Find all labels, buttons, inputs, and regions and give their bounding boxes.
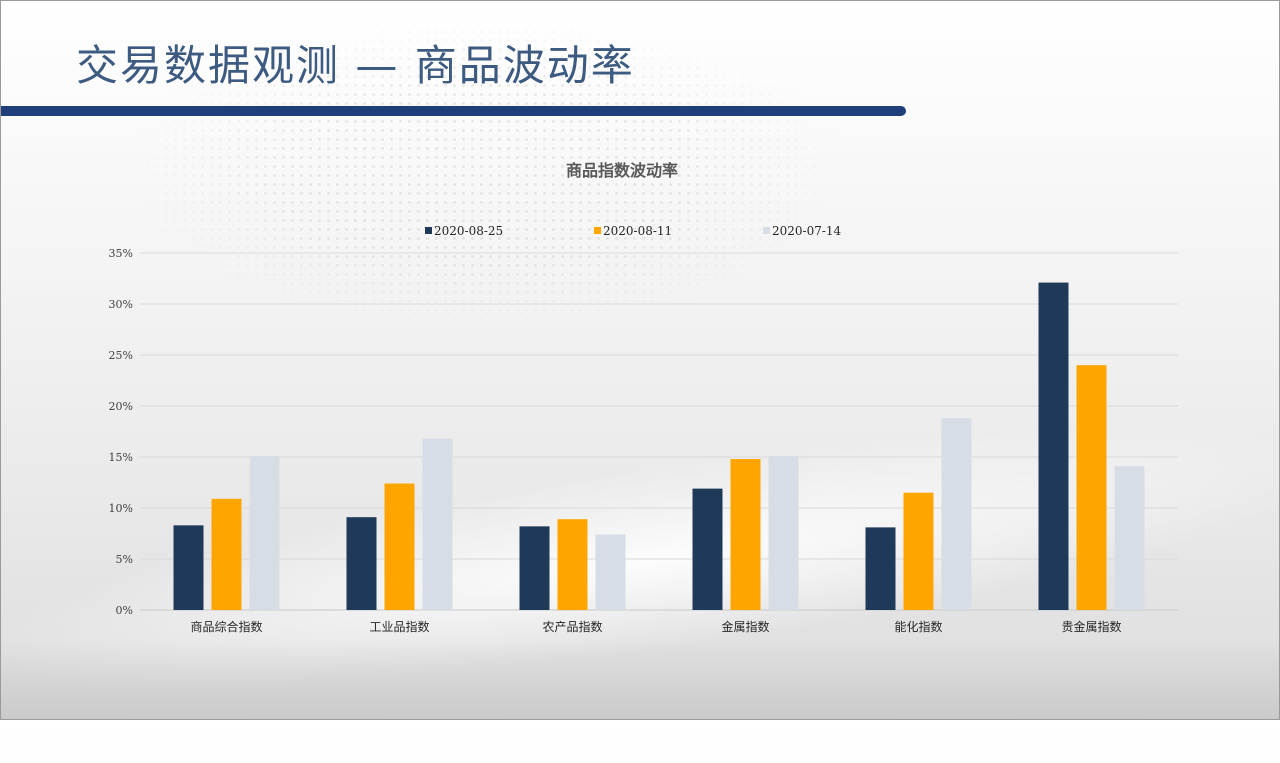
x-category-label: 金属指数 [721,619,769,634]
legend-swatch [594,227,601,234]
legend-label: 2020-08-25 [434,224,503,238]
background-bottom-shade [0,640,1280,720]
bar-2020-08-25-工业品指数 [346,517,377,610]
x-category-label: 商品综合指数 [190,619,262,634]
y-tick-label: 5% [116,553,133,566]
legend-swatch [763,227,770,234]
y-tick-label: 0% [116,604,133,617]
bar-2020-08-11-农产品指数 [557,519,588,610]
gridlines [140,252,1178,611]
legend-label: 2020-07-14 [772,224,842,238]
y-tick-label: 15% [109,451,133,464]
legend-swatch [425,227,432,234]
legend: 2020-08-25 2020-08-11 2020-07-14 [425,224,842,238]
category-labels: 商品综合指数 工业品指数 农产品指数 金属指数 能化指数 贵金属指数 [190,619,1121,634]
bar-2020-08-11-能化指数 [903,492,934,610]
y-tick-label: 35% [109,247,133,260]
bar-2020-08-25-农产品指数 [519,526,550,610]
bar-2020-08-25-金属指数 [692,488,723,610]
y-axis-ticks: 0% 5% 10% 15% 20% 25% 30% 35% [109,247,133,617]
chart-title: 商品指数波动率 [566,161,678,180]
bar-2020-08-11-贵金属指数 [1076,365,1107,610]
bar-2020-08-25-商品综合指数 [173,525,204,610]
bar-2020-08-25-能化指数 [865,527,896,610]
bar-2020-08-25-贵金属指数 [1038,282,1069,610]
bar-2020-07-14-工业品指数 [422,438,453,610]
bar-2020-07-14-商品综合指数 [249,455,280,610]
bar-2020-07-14-金属指数 [768,455,799,610]
y-tick-label: 20% [109,400,133,413]
bar-2020-07-14-农产品指数 [595,534,626,610]
bar-2020-07-14-能化指数 [941,418,972,610]
slide-title: 交易数据观测 — 商品波动率 [76,41,635,90]
x-category-label: 贵金属指数 [1061,619,1121,634]
bar-chart: 商品指数波动率 0% 5% 10% 15% 20% 25% 30% 35% 商品综合指数 工业品… [109,161,1178,634]
y-tick-label: 25% [109,349,133,362]
bars [173,282,1145,610]
x-category-label: 能化指数 [894,619,942,634]
x-category-label: 农产品指数 [542,619,602,634]
bar-2020-08-11-商品综合指数 [211,498,242,610]
legend-label: 2020-08-11 [603,224,672,238]
bar-2020-08-11-工业品指数 [384,483,415,610]
y-tick-label: 30% [109,298,133,311]
x-category-label: 工业品指数 [369,619,429,634]
bar-2020-08-11-金属指数 [730,459,761,610]
bar-2020-07-14-贵金属指数 [1114,466,1145,610]
y-tick-label: 10% [109,502,133,515]
title-underline-bar [0,106,906,116]
